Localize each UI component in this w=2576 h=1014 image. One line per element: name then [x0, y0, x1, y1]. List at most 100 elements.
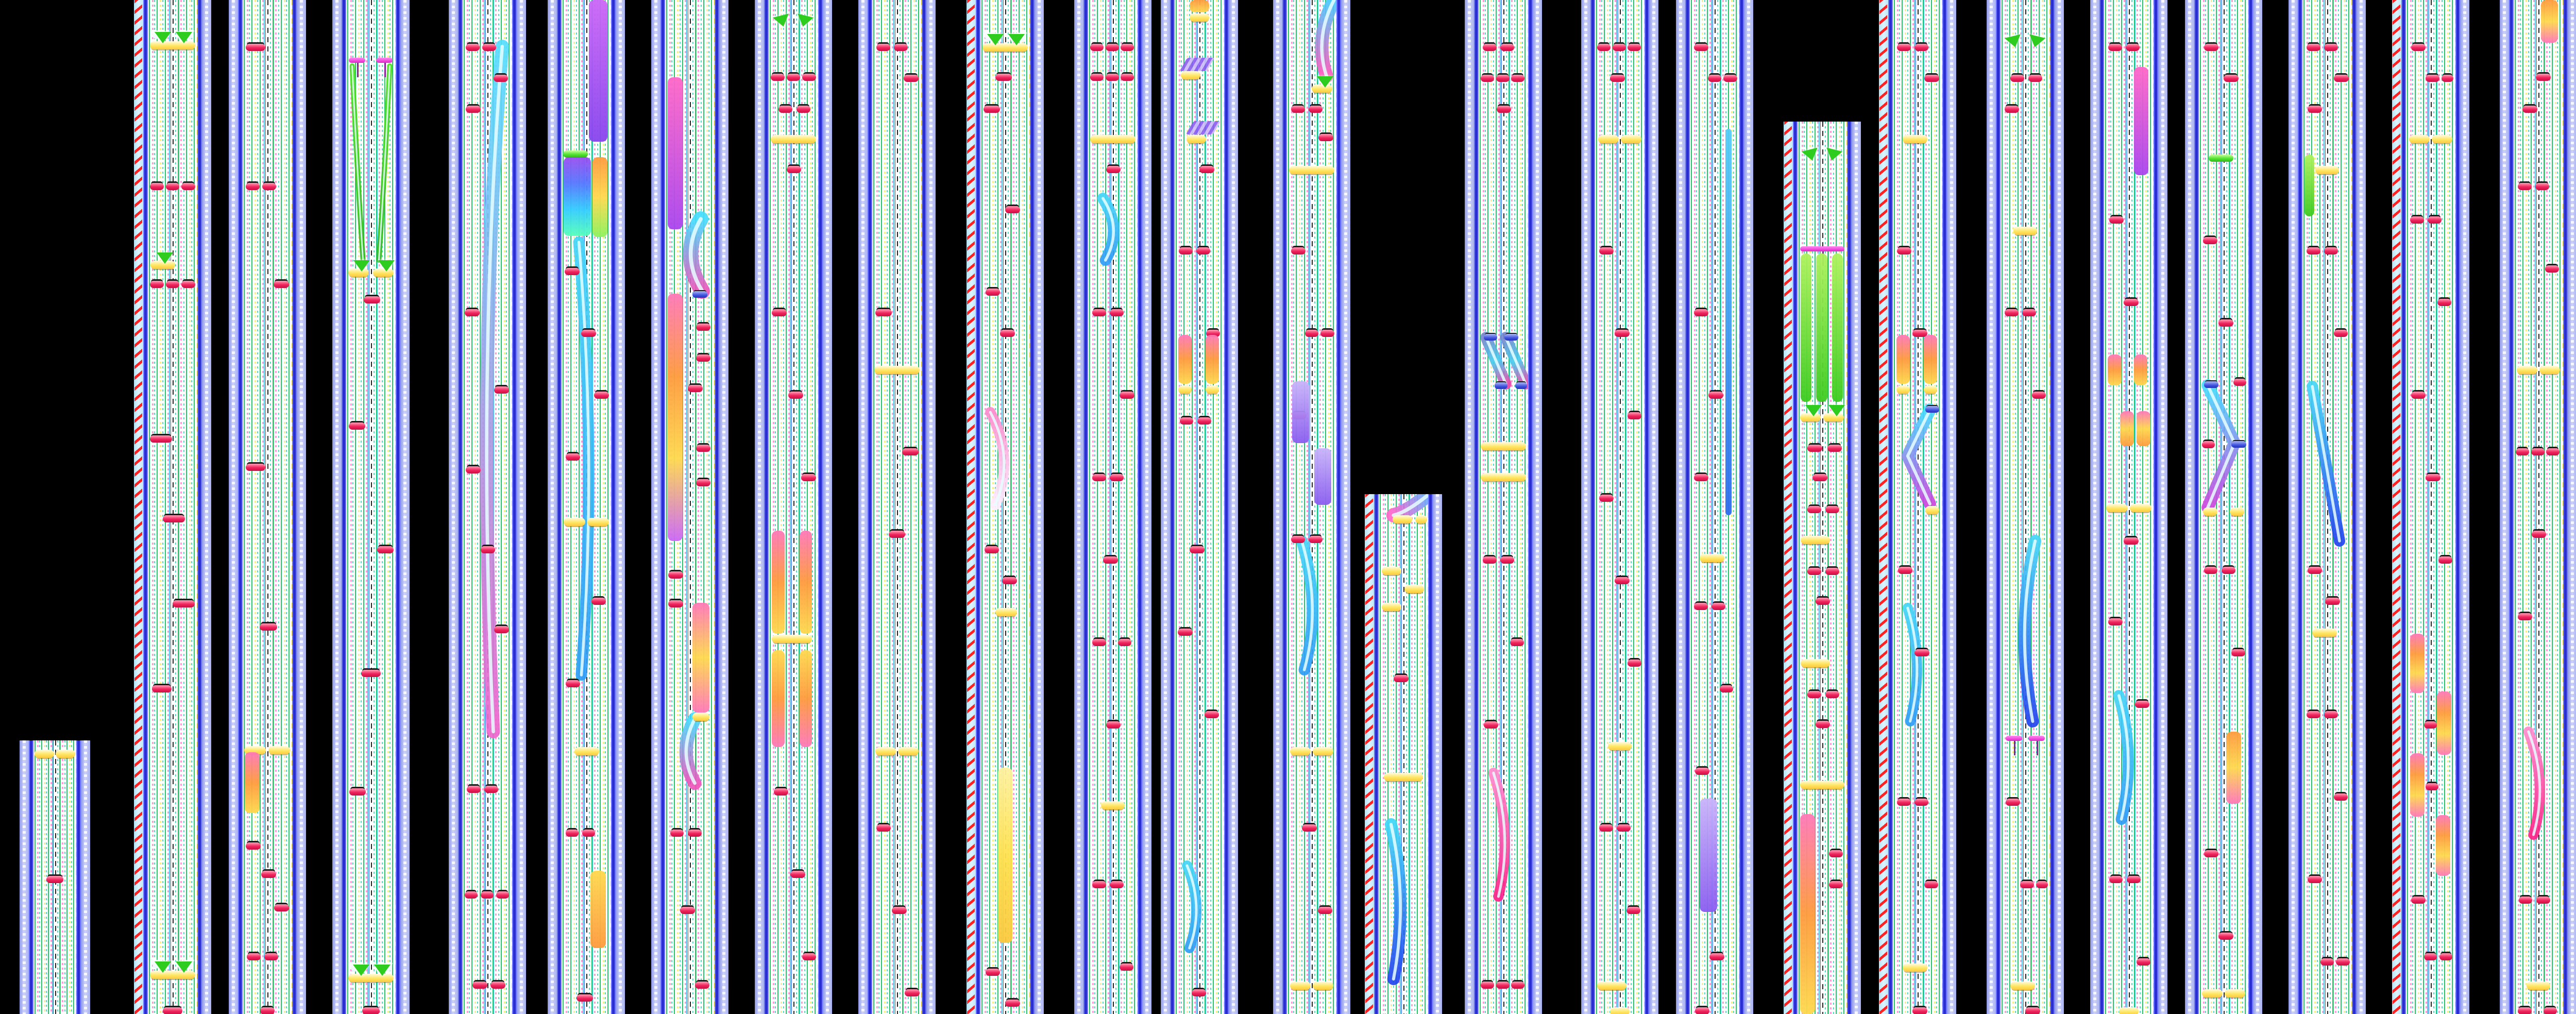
lane-guide-line	[2012, 0, 2014, 1014]
note-chip	[688, 385, 703, 392]
slide-ribbon-layer	[1182, 860, 1202, 953]
lane-guide-line	[1893, 0, 1895, 1014]
hold-note	[2435, 815, 2451, 876]
lane-guide-line	[2240, 0, 2242, 1014]
hold-note	[2410, 753, 2425, 817]
lane-guide-line	[2236, 0, 2238, 1014]
lane-guide-line	[1419, 494, 1421, 1014]
note-chip	[349, 788, 366, 796]
slide-ribbon-layer	[1480, 332, 1528, 902]
lane-guide-line	[2426, 0, 2428, 1014]
note-chip	[464, 309, 480, 316]
note-greenbar	[2209, 155, 2234, 162]
note-gold	[1381, 567, 1402, 575]
lane-guide-line	[1511, 0, 1513, 1014]
note-gold	[1090, 135, 1136, 143]
slide-ribbon	[351, 65, 364, 261]
lane-guide-line	[1013, 0, 1015, 1014]
chart-column	[1987, 0, 2064, 1014]
note-chip	[2025, 1007, 2040, 1014]
lane-guide-line	[272, 0, 274, 1014]
note-lane	[1893, 0, 1942, 1014]
note-gold	[875, 747, 896, 755]
lane-guide-line	[1117, 0, 1119, 1014]
left-rail	[20, 740, 29, 1014]
left-lane-border	[868, 0, 872, 1014]
note-lane	[1379, 494, 1428, 1014]
right-lane-border	[611, 0, 616, 1014]
lane-guide-line	[1604, 0, 1605, 1014]
rail-dots	[1145, 0, 1148, 1014]
note-chip	[484, 786, 499, 793]
lane-guide-line	[1722, 0, 1724, 1014]
chart-column	[2500, 0, 2576, 1014]
lane-guide-line	[783, 0, 784, 1014]
lane-guide-line	[160, 0, 162, 1014]
lane-guide-line	[2526, 0, 2528, 1014]
slide-ribbon-layer	[679, 211, 710, 790]
note-chip	[259, 623, 278, 631]
lane-guide-line	[1308, 0, 1310, 1014]
slide-end-arrow	[1317, 76, 1334, 88]
slide-ribbon	[1901, 403, 1936, 510]
note-chip	[2336, 958, 2350, 966]
pin-marker	[2028, 736, 2045, 755]
note-chip	[670, 830, 684, 837]
left-rail	[651, 0, 660, 1014]
slide-ribbon	[1484, 336, 1507, 385]
note-chip	[2515, 448, 2529, 455]
left-lane-border	[2194, 0, 2199, 1014]
lane-guide-line	[1706, 0, 1708, 1014]
note-chip	[2307, 567, 2323, 574]
left-rail	[755, 0, 764, 1014]
lane-guide-line	[1493, 0, 1494, 1014]
left-lane-border	[143, 0, 148, 1014]
lane-guide-line	[790, 0, 791, 1014]
note-chip	[1105, 74, 1119, 81]
note-chip	[1291, 536, 1305, 543]
rail-dots	[1855, 122, 1858, 1014]
note-chip	[2204, 850, 2219, 857]
right-lane-border	[396, 0, 400, 1014]
lane-guide-line	[509, 0, 510, 1014]
rail-dots	[2256, 0, 2259, 1014]
note-gold	[692, 713, 710, 721]
note-gold	[2224, 989, 2246, 998]
lane-guide-line	[1711, 0, 1713, 1014]
note-chip	[1896, 799, 1911, 806]
lane-guide-line	[1400, 494, 1401, 1014]
slide-ribbon	[1101, 197, 1115, 262]
slide-ribbon	[1185, 864, 1198, 950]
chart-column	[755, 0, 832, 1014]
zigzag-pattern	[1879, 0, 1887, 1014]
lane-guide-line	[1194, 0, 1196, 1014]
zigzag-pattern	[1784, 122, 1792, 1014]
lane-guide-line	[2435, 0, 2437, 1014]
rail-dots	[520, 0, 523, 1014]
note-chip	[1496, 106, 1512, 113]
lane-guide-line	[2444, 0, 2445, 1014]
flick-arrow	[353, 965, 370, 976]
lane-guide-line	[73, 740, 75, 1014]
pin-stem	[357, 63, 359, 77]
lane-guide-line	[503, 0, 505, 1014]
pin-stem	[2037, 741, 2039, 755]
flick-arrow	[374, 965, 391, 976]
lane-guide-line	[692, 0, 693, 1014]
note-gold	[1404, 585, 1425, 593]
right-rail	[2568, 0, 2576, 1014]
note-chip	[1309, 536, 1323, 543]
note-gold	[2431, 135, 2453, 143]
left-rail	[332, 0, 342, 1014]
note-chip	[1291, 247, 1306, 255]
note-lane	[2406, 0, 2455, 1014]
lane-guide-line	[2549, 0, 2551, 1014]
lane-guide-line	[379, 0, 381, 1014]
lane-guide-line	[2520, 0, 2521, 1014]
left-lane-border	[1282, 0, 1287, 1014]
note-gold	[1290, 982, 1311, 990]
left-rail	[1365, 494, 1374, 1014]
note-chip	[1612, 44, 1626, 51]
slide-ribbon	[2117, 694, 2130, 821]
note-chip	[876, 824, 891, 832]
